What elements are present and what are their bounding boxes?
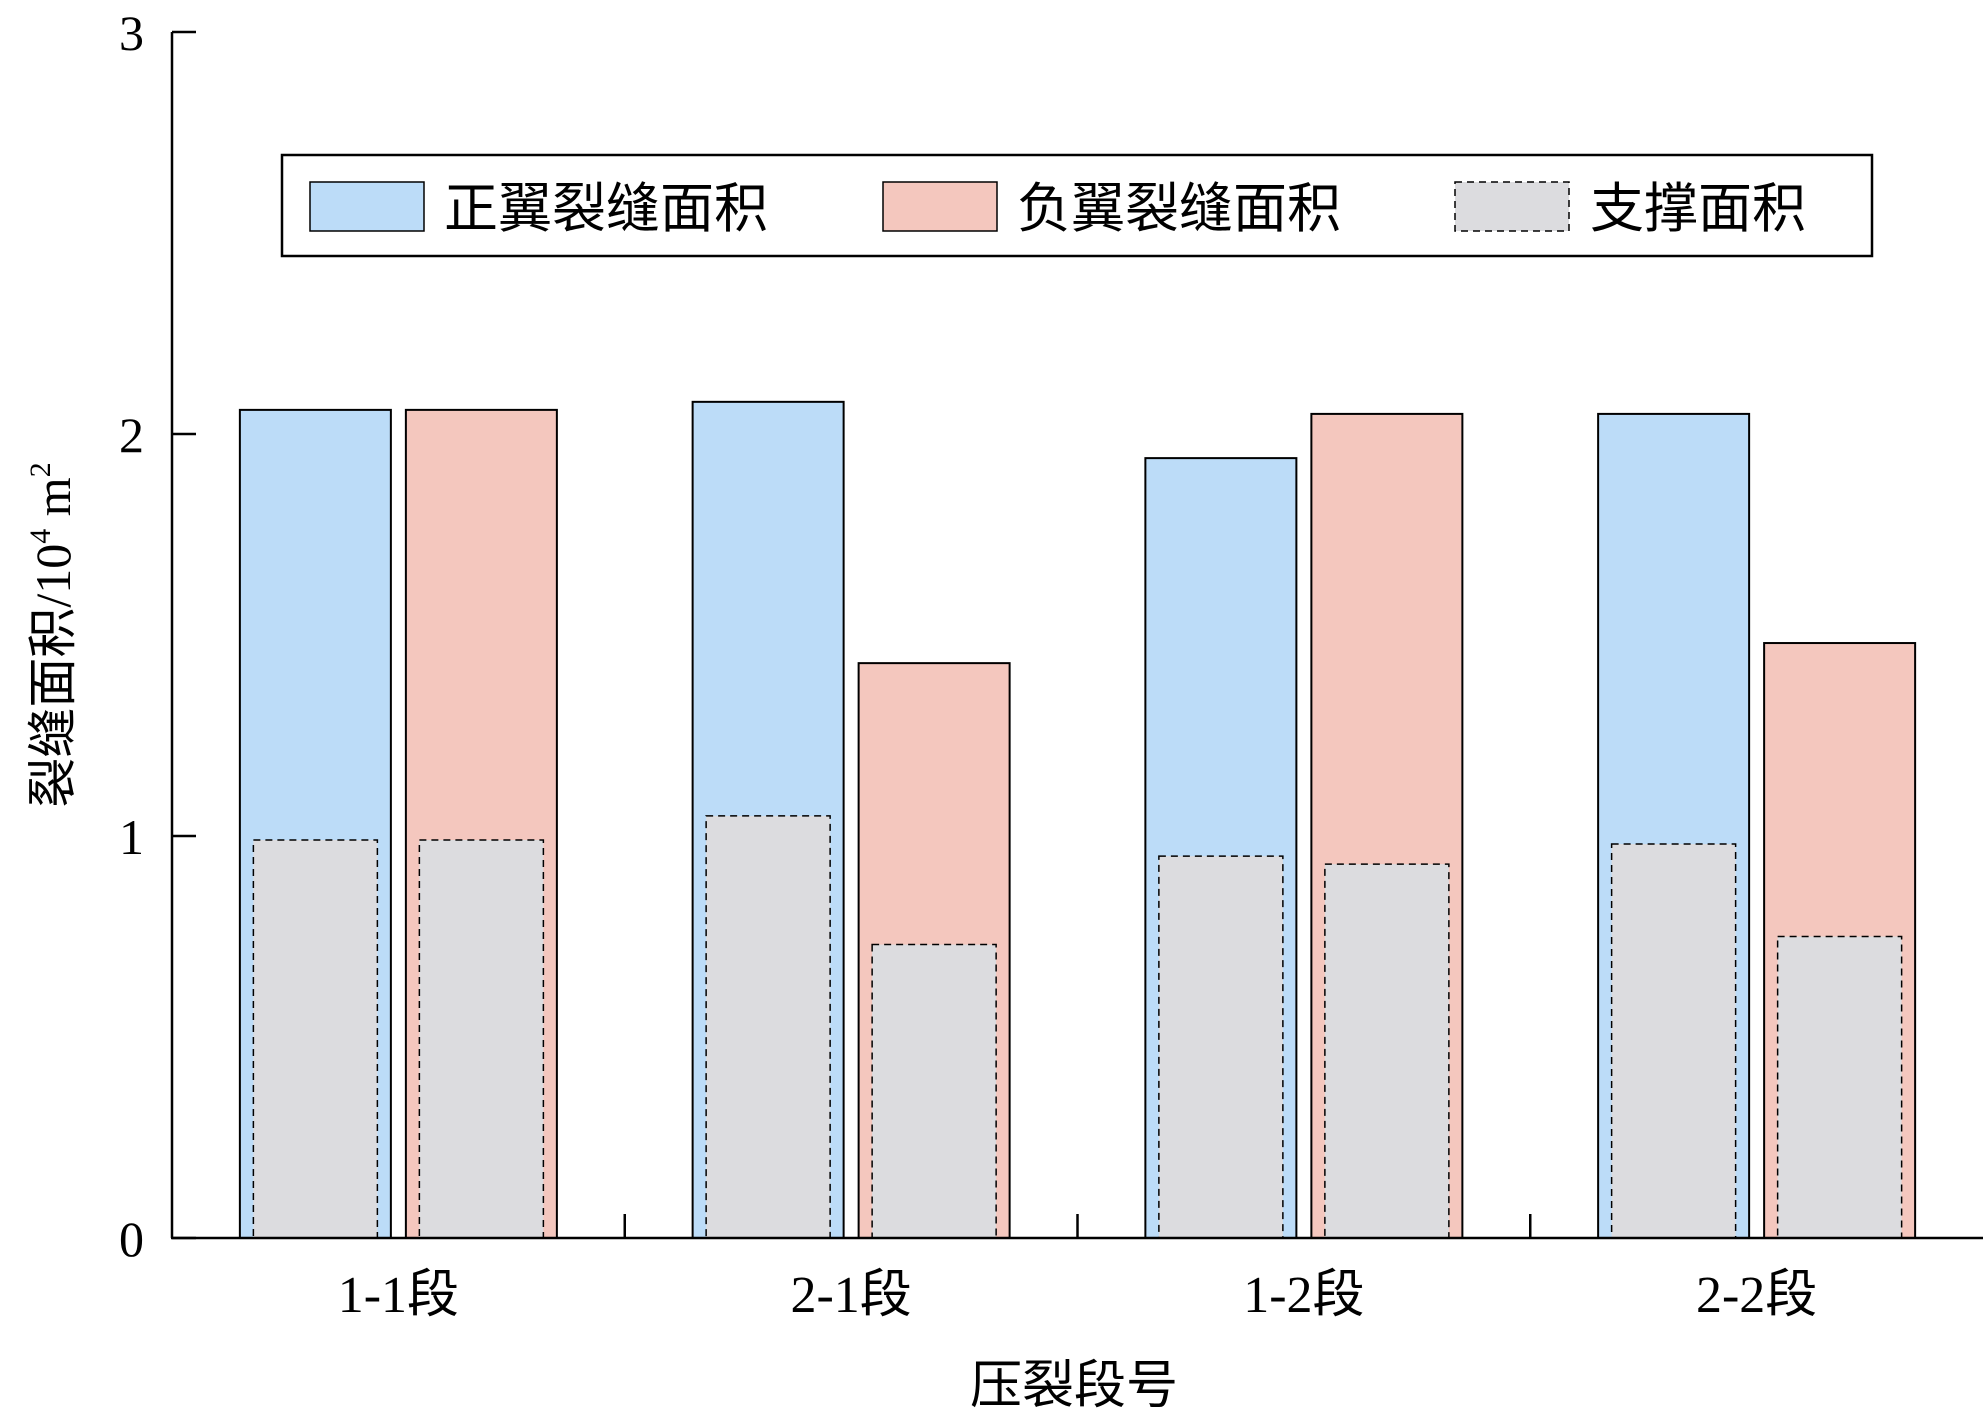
plot-area: 0 1 2 3 1-1段 2-1段 1-2段 2-2段 xyxy=(119,5,1983,1324)
x-tick-label: 1-1段 xyxy=(338,1267,459,1324)
bar-propped-area-positive xyxy=(1610,843,1737,1239)
x-tick-label: 2-2段 xyxy=(1696,1267,1817,1324)
legend-label-negative-wing: 负翼裂缝面积 xyxy=(1017,179,1341,239)
legend-label-positive-wing: 正翼裂缝面积 xyxy=(444,179,768,239)
y-axis-label-sup-4: 4 xyxy=(24,529,57,544)
bar-propped-area-negative xyxy=(1324,863,1450,1239)
bar-propped-area-positive xyxy=(1158,855,1284,1239)
bar-propped-area-negative xyxy=(418,839,545,1239)
x-ticks: 1-1段 2-1段 1-2段 2-2段 xyxy=(338,1214,1817,1324)
legend-swatch-positive-wing xyxy=(309,181,425,232)
y-tick-label: 1 xyxy=(119,809,144,865)
legend-swatch-negative-wing xyxy=(882,181,998,232)
bars xyxy=(238,400,1917,1239)
y-tick-label: 2 xyxy=(119,407,144,463)
bar-propped-area-positive xyxy=(252,839,379,1239)
legend: 正翼裂缝面积 负翼裂缝面积 支撑面积 xyxy=(280,153,1874,258)
y-axis-label-unit: m xyxy=(25,477,81,529)
y-ticks: 0 1 2 3 xyxy=(119,5,196,1267)
legend-label-propped-area: 支撑面积 xyxy=(1590,179,1806,239)
x-tick-label: 1-2段 xyxy=(1243,1267,1364,1324)
bar-propped-area-negative xyxy=(871,943,997,1239)
legend-swatch-propped-area xyxy=(1454,181,1570,232)
x-tick-label: 2-1段 xyxy=(790,1267,911,1324)
x-axis-label: 压裂段号 xyxy=(970,1358,1178,1415)
bar-propped-area-negative xyxy=(1776,935,1903,1239)
y-axis-label: 裂缝面积/104 m2 xyxy=(24,462,81,807)
bar-propped-area-positive xyxy=(705,815,831,1239)
legend-frame xyxy=(280,153,1874,258)
y-axis-label-main: 裂缝面积/10 xyxy=(25,544,81,808)
y-tick-label: 3 xyxy=(119,5,144,61)
y-axis-label-sup-2: 2 xyxy=(24,462,57,477)
y-tick-label: 0 xyxy=(119,1211,144,1267)
